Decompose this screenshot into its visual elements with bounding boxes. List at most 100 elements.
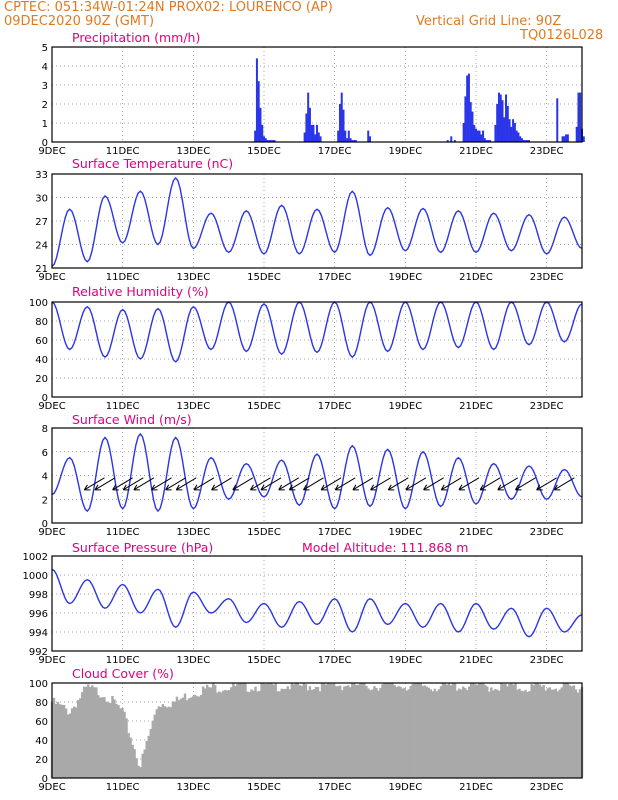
cloud-bar [262,683,265,778]
cloud-bar [469,683,473,778]
pressure-ytick: 996 [29,609,48,620]
precip-bar [482,130,485,142]
header-station: CPTEC: 051:34W-01:24N PROX02: LOURENCO (… [4,0,333,15]
cloud-bar [179,698,183,778]
precip-bar [314,134,317,142]
cloud-bar [411,683,414,778]
cloud-bar [203,688,207,778]
cloud-bar [506,686,509,778]
cloud-bar [340,690,344,778]
wind-arrow [497,477,519,491]
precip-bar [501,100,504,142]
wind-arrowhead [303,484,310,491]
precip-bar [316,124,318,142]
temp-xtick: 15DEC [247,272,281,283]
humidity-xtick: 21DEC [459,401,493,412]
cloud-bar [300,685,304,778]
wind-xtick: 23DEC [530,527,564,538]
cloud-bar [451,683,455,778]
wind-ytick: 4 [42,472,48,483]
cloud-bar [435,691,439,778]
cloud-bar [153,714,156,778]
cloud-bar [270,683,273,778]
cloud-bar [443,683,447,778]
cloud-bar [403,687,406,778]
cloud-bar [268,683,271,778]
pressure-frame [51,555,583,652]
wind-arrowhead [260,484,268,491]
humidity-xtick: 23DEC [530,401,564,412]
temp-xtick: 19DEC [388,272,422,283]
wind-arrowhead [232,484,239,491]
precip-bar [308,107,311,142]
cloud-bar [107,702,110,778]
precip-xtick: 21DEC [459,146,493,157]
cloud-bar [81,692,84,778]
cloud-bar [256,691,259,778]
wind-arrow [515,477,536,491]
wind-arrowhead [515,484,522,491]
wind-arrow [289,477,310,491]
wind-xtick: 15DEC [247,527,281,538]
wind-arrow [554,477,575,491]
pressure-xtick: 9DEC [38,655,65,666]
cloud-bar [566,683,570,778]
cloud-bar [522,691,525,778]
precip-bar [453,140,456,142]
precip-bar [349,138,352,142]
cloud-xtick: 13DEC [176,782,210,793]
humidity-xtick: 11DEC [106,401,140,412]
cloud-bar [145,741,148,778]
precip-bar [273,140,276,142]
precip-bar [517,132,520,142]
cloud-bar [498,690,501,778]
cloud-ytick: 80 [35,698,48,709]
humidity-ytick: 20 [35,374,48,385]
cloud-bar [441,683,445,778]
cloud-bar [347,685,350,778]
precip-bar [506,105,509,142]
cloud-bar [500,683,503,778]
cloud-bar [165,707,169,778]
cloud-bar [349,687,352,778]
cloud-bar [510,683,513,778]
cloud-bar [250,689,253,778]
cloud-bar [79,698,82,778]
cloud-bar [97,695,100,778]
precip-bar [499,94,502,142]
cloud-bar [143,749,146,778]
cloud-bar [417,683,420,778]
precip-bar [337,130,340,142]
cloud-bar [246,691,249,778]
cloud-bar [91,685,94,778]
cloud-bar [209,687,213,778]
precip-bar [515,130,518,142]
humidity-line [51,301,583,363]
cloud-ytick: 60 [35,717,48,728]
cloud-bar [284,688,287,778]
cloud-bar [212,683,215,778]
cloud-bar [147,735,150,778]
precip-bar [579,92,582,142]
wind-xtick: 11DEC [106,527,140,538]
cloud-ytick: 0 [42,774,48,785]
wind-arrow [441,477,462,491]
cloud-bar [484,685,487,778]
precip-bar [271,140,274,142]
cloud-bar [312,689,316,778]
pressure-xtick: 23DEC [530,655,564,666]
cloud-bar [248,692,251,778]
cloud-bar [288,689,291,778]
cloud-bar [494,688,497,778]
header-grid-note: Vertical Grid Line: 90Z [416,14,562,29]
precip-xtick: 9DEC [38,146,65,157]
cloud-bar [320,683,324,778]
humidity-ytick: 0 [42,393,48,404]
wind-arrow [458,477,480,491]
cloud-xtick: 23DEC [530,782,564,793]
wind-arrowhead [458,484,465,491]
wind-arrow [303,477,324,491]
cloud-bar [423,685,427,778]
precip-bar [317,132,320,142]
cloud-bar [314,686,318,778]
